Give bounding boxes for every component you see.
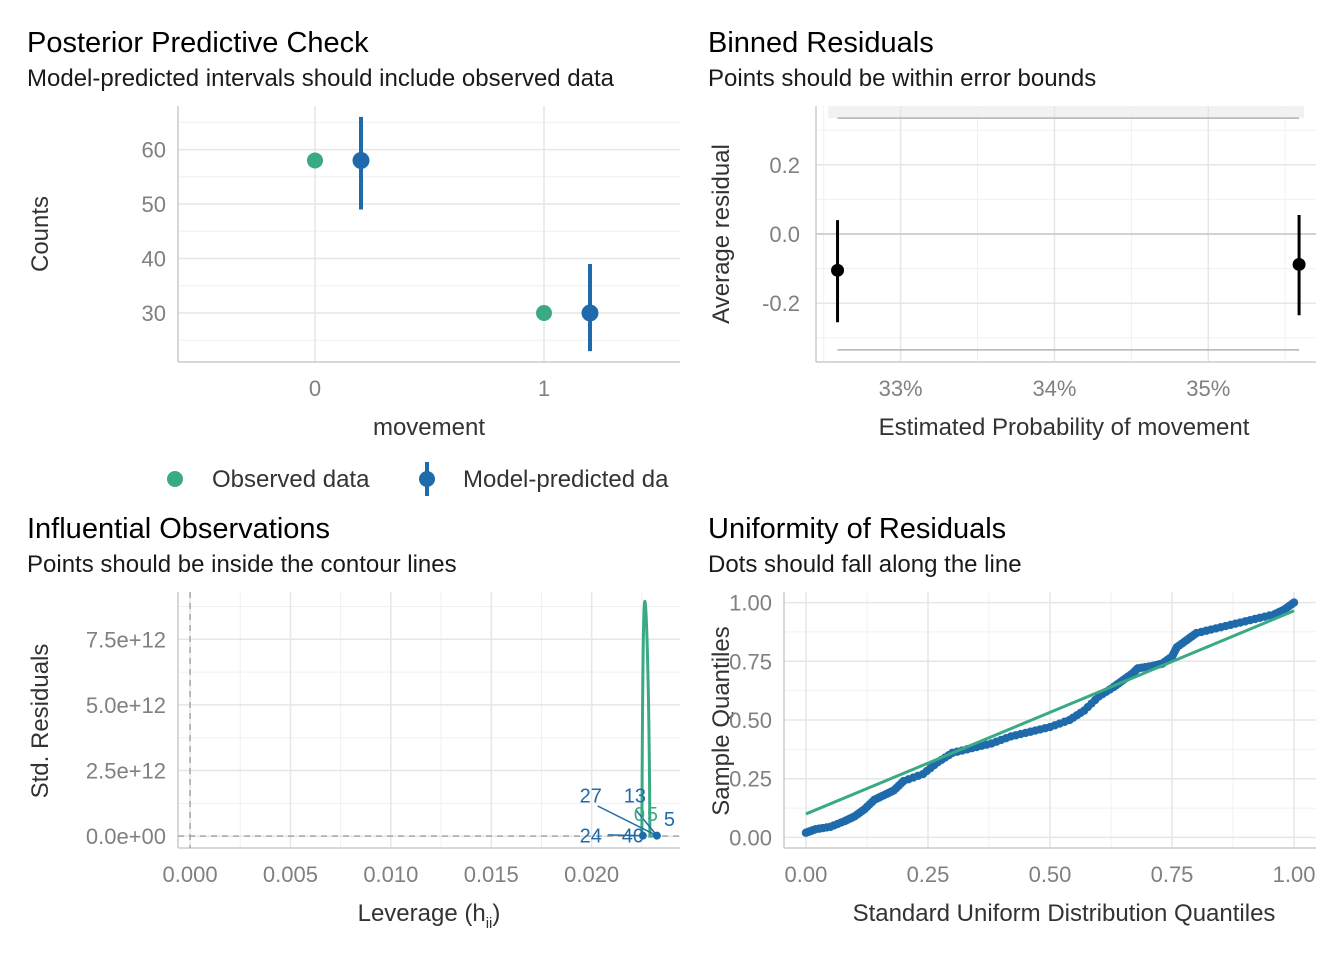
unif-x-tick-label: 0.25 (907, 862, 950, 887)
binned-x-tick-label: 34% (1032, 376, 1076, 401)
infl-x-tick-label: 0.020 (564, 862, 619, 887)
infl-label-leader (597, 805, 658, 837)
infl-x-tick-label: 0.005 (263, 862, 318, 887)
binned-x-tick-label: 33% (879, 376, 923, 401)
observed-point (536, 304, 552, 321)
legend-observed-label: Observed data (212, 466, 370, 493)
observed-point (307, 152, 323, 169)
unif-x-tick-label: 0.00 (785, 862, 828, 887)
binned-point (831, 263, 845, 277)
ppc-y-tick-label: 60 (142, 138, 166, 163)
influential-plot: 0.0e+00 2.5e+12 5.0e+12 7.5e+12 0.000 0.005 0.… (86, 592, 680, 887)
infl-x-tick-label: 0.010 (363, 862, 418, 887)
influential-ylabel: Std. Residuals (27, 644, 54, 799)
influential-title: Influential Observations (27, 513, 330, 545)
binned-x-tick-label: 35% (1186, 376, 1230, 401)
binned-point (1292, 257, 1306, 271)
unif-sample-point (1289, 598, 1299, 607)
unif-y-tick-label: 1.00 (729, 591, 772, 616)
unif-y-tick-label: 0.75 (729, 649, 772, 674)
ppc-y-tick-label: 30 (142, 301, 166, 326)
predicted-point (581, 304, 599, 322)
infl-x-tick-label: 0.015 (464, 862, 519, 887)
ppc-xlabel: movement (373, 414, 485, 441)
uniformity-title: Uniformity of Residuals (708, 513, 1006, 545)
infl-point (652, 831, 661, 840)
infl-point-label: 24 (580, 826, 602, 848)
infl-x-tick-label: 0.000 (163, 862, 218, 887)
infl-y-tick-label: 7.5e+12 (86, 627, 166, 652)
infl-y-tick-label: 2.5e+12 (86, 759, 166, 784)
infl-point-label: 13 (624, 785, 646, 807)
binned-plot: -0.2 0.0 0.2 33% 34% 35% (762, 106, 1316, 401)
influential-subtitle: Points should be inside the contour line… (27, 551, 457, 578)
ppc-y-tick-label: 50 (142, 192, 166, 217)
binned-subtitle: Points should be within error bounds (708, 65, 1096, 92)
infl-label-leader (635, 809, 658, 837)
infl-point (638, 831, 647, 840)
infl-point-label: 27 (580, 785, 602, 807)
binned-y-tick-label: -0.2 (762, 291, 800, 316)
cook-distance-contour (640, 599, 657, 838)
unif-y-tick-label: 0.25 (729, 767, 772, 792)
ppc-ylabel: Counts (27, 196, 54, 272)
infl-point-label: 40 (622, 826, 644, 848)
uniformity-plot: 0.00 0.25 0.50 0.75 1.00 0.00 0.25 0.50 0.75 1.00 (729, 591, 1316, 887)
legend-predicted-swatch (419, 471, 435, 487)
binned-out-of-bounds-shade (828, 106, 1304, 119)
unif-y-tick-label: 0.50 (729, 708, 772, 733)
uniformity-xlabel: Standard Uniform Distribution Quantiles (853, 900, 1276, 927)
binned-xlabel: Estimated Probability of movement (879, 414, 1250, 441)
infl-point-label: 0 (634, 804, 645, 826)
uniformity-subtitle: Dots should fall along the line (708, 551, 1022, 578)
binned-y-tick-label: 0.2 (769, 153, 800, 178)
binned-ylabel: Average residual (708, 144, 735, 324)
ppc-subtitle: Model-predicted intervals should include… (27, 65, 615, 92)
unif-y-tick-label: 0.00 (729, 825, 772, 850)
ppc-x-tick-label: 0 (309, 376, 321, 401)
binned-y-tick-label: 0.0 (769, 222, 800, 247)
ppc-y-tick-label: 40 (142, 247, 166, 272)
unif-x-tick-label: 0.75 (1151, 862, 1194, 887)
infl-y-tick-label: 5.0e+12 (86, 693, 166, 718)
unif-x-tick-label: 1.00 (1273, 862, 1316, 887)
binned-title: Binned Residuals (708, 27, 934, 59)
infl-label-leader (607, 834, 643, 837)
ppc-plot: 30 40 50 60 0 1 (142, 106, 680, 401)
ppc-legend: Observed data Model-predicted da (167, 462, 669, 496)
ppc-title: Posterior Predictive Check (27, 27, 369, 59)
influential-xlabel: Leverage (hii) (358, 900, 501, 932)
infl-point-label: 5 (647, 804, 658, 826)
unif-x-tick-label: 0.50 (1029, 862, 1072, 887)
legend-observed-swatch (167, 471, 183, 487)
uniformity-ylabel: Sample Quantiles (708, 626, 735, 815)
infl-point-label: 5 (664, 809, 675, 831)
unif-reference-line (805, 609, 1295, 816)
ppc-x-tick-label: 1 (538, 376, 550, 401)
infl-y-tick-label: 0.0e+00 (86, 824, 166, 849)
legend-predicted-label: Model-predicted da (463, 466, 669, 493)
predicted-point (352, 151, 370, 169)
